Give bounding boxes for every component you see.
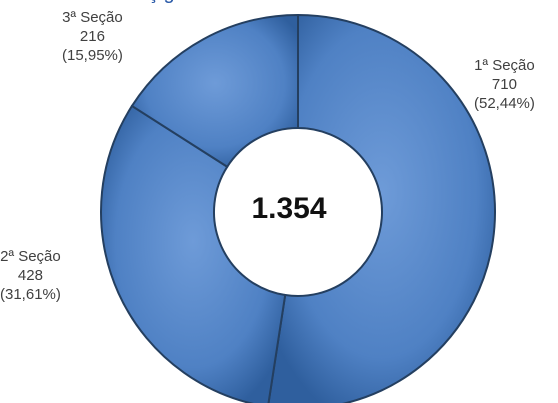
slice-label-secao-3: 3ª Seção 216 (15,95%) [62,8,123,65]
chart-title-fragment: ç g [148,0,175,5]
slice-secao-2 [100,104,287,403]
slice-label-secao-2: 2ª Seção 428 (31,61%) [0,247,61,304]
slice-percent: (15,95%) [62,47,123,64]
slice-label-secao-1: 1ª Seção 710 (52,44%) [474,56,535,113]
slice-value: 428 [17,267,43,284]
slice-percent: (31,61%) [0,286,61,303]
slice-secao-1 [267,13,496,403]
slice-secao-3 [130,13,299,169]
slice-category: 3ª Seção [62,9,123,26]
slice-value: 710 [491,76,517,93]
slice-category: 2ª Seção [0,248,61,265]
slice-category: 1ª Seção [474,57,535,74]
slice-percent: (52,44%) [474,95,535,112]
slice-value: 216 [79,28,105,45]
donut-center-total: 1.354 [251,192,327,225]
